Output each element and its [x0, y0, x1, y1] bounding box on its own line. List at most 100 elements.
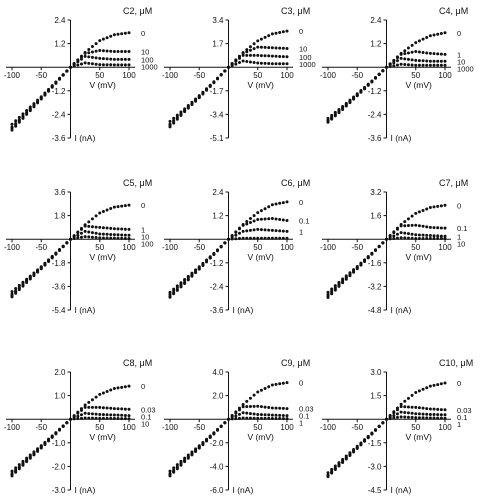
data-point	[248, 220, 252, 224]
data-point	[344, 277, 348, 281]
data-point	[25, 280, 29, 284]
data-point	[123, 233, 127, 237]
data-point	[94, 214, 98, 218]
data-point	[127, 384, 131, 388]
data-point	[428, 51, 432, 55]
x-axis-label: V (mV)	[405, 252, 432, 262]
data-point	[79, 235, 83, 239]
data-point	[186, 456, 190, 460]
data-point	[406, 405, 410, 409]
y-axis-label: I (nA)	[75, 133, 96, 143]
data-point	[270, 62, 274, 66]
y-axis-label: I (nA)	[391, 485, 412, 495]
y-tick-label: 2.0	[54, 368, 66, 377]
data-point	[355, 446, 359, 450]
data-point	[109, 226, 113, 230]
data-point	[98, 405, 102, 409]
data-point	[267, 54, 271, 58]
data-point	[421, 63, 425, 67]
data-point	[241, 59, 245, 63]
data-point	[83, 403, 87, 407]
data-point	[112, 33, 116, 37]
x-tick-label: 100	[122, 71, 136, 80]
data-point	[109, 34, 113, 38]
data-point	[417, 224, 421, 228]
data-point	[39, 446, 43, 450]
data-point	[94, 416, 98, 420]
data-point	[443, 416, 447, 420]
y-tick-label: -1.2	[52, 87, 66, 96]
series-label: 0	[299, 379, 303, 388]
data-point	[403, 52, 407, 56]
data-point	[421, 37, 425, 41]
data-point	[392, 234, 396, 238]
series-label: 0	[457, 379, 461, 388]
data-point	[241, 405, 245, 409]
data-point	[47, 259, 51, 263]
data-point	[285, 417, 289, 421]
data-point	[123, 385, 127, 389]
data-point	[263, 217, 267, 221]
data-point	[105, 208, 109, 212]
data-point	[263, 61, 267, 65]
x-tick-label: -50	[193, 423, 205, 432]
data-point	[79, 413, 83, 417]
data-point	[285, 414, 289, 418]
data-point	[359, 263, 363, 267]
data-point	[432, 63, 436, 67]
data-point	[414, 390, 418, 394]
series-label: 1	[457, 420, 461, 429]
data-point	[201, 443, 205, 447]
data-point	[116, 233, 120, 237]
data-point	[50, 85, 54, 89]
data-point	[259, 413, 263, 417]
data-point	[259, 388, 263, 392]
data-point	[237, 416, 241, 420]
data-point	[410, 214, 414, 218]
data-point	[14, 124, 18, 128]
data-point	[116, 413, 120, 417]
data-point	[90, 50, 94, 54]
data-point	[201, 92, 205, 96]
data-point	[366, 256, 370, 260]
data-point	[274, 31, 278, 35]
panel-title: C5, μM	[123, 178, 152, 188]
data-point	[112, 205, 116, 209]
data-point	[227, 417, 230, 421]
data-point	[109, 406, 113, 410]
data-point	[79, 227, 83, 231]
data-point	[406, 51, 410, 55]
data-point	[421, 233, 425, 237]
data-point	[428, 63, 432, 67]
data-point	[230, 417, 234, 421]
data-point	[245, 48, 249, 52]
data-point	[227, 237, 230, 241]
data-point	[123, 49, 127, 53]
x-tick-label: -50	[193, 243, 205, 252]
data-point	[90, 412, 94, 416]
data-point	[112, 413, 116, 417]
data-point	[17, 120, 21, 124]
data-point	[14, 287, 18, 291]
data-point	[252, 42, 256, 46]
data-point	[341, 281, 345, 285]
data-point	[278, 201, 282, 205]
series-label: 10	[141, 232, 149, 241]
x-tick-label: 50	[95, 243, 104, 252]
data-point	[410, 58, 414, 62]
data-point	[326, 295, 330, 299]
data-point	[281, 62, 285, 66]
data-point	[227, 65, 230, 69]
series-label: 0	[141, 382, 145, 391]
data-point	[443, 59, 447, 63]
data-point	[263, 387, 267, 391]
data-point	[263, 207, 267, 211]
data-point	[377, 73, 381, 77]
data-point	[28, 277, 32, 281]
data-point	[392, 64, 396, 68]
data-point	[98, 392, 102, 396]
data-point	[425, 225, 429, 229]
data-point	[123, 204, 127, 208]
data-point	[54, 252, 58, 256]
data-point	[76, 236, 80, 240]
